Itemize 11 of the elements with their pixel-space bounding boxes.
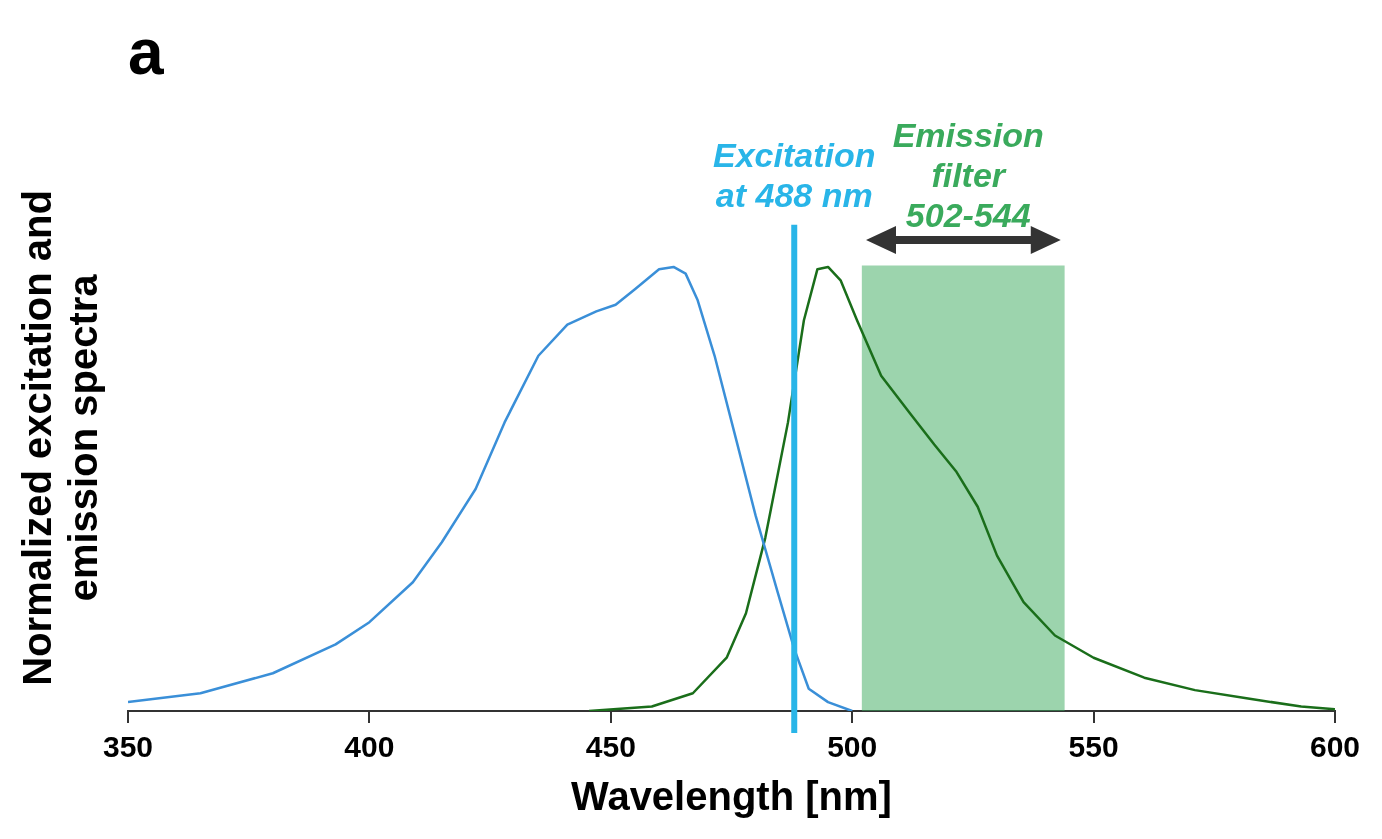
x-tick-label: 600 <box>1309 730 1360 764</box>
ref-line-label: Excitation at 488 nm <box>713 136 876 215</box>
x-tick-label: 350 <box>102 730 154 764</box>
band-label: Emission filter 502-544 <box>892 116 1044 235</box>
x-axis-title: Wavelength [nm] <box>571 774 892 819</box>
x-tick-label: 450 <box>585 730 636 764</box>
x-tick-label: 550 <box>1068 730 1119 764</box>
x-tick-label: 400 <box>344 730 395 764</box>
chart-title: a <box>128 16 164 89</box>
x-tick-label: 500 <box>827 730 878 764</box>
y-axis-title: Normalized excitation and emission spectra <box>15 190 106 686</box>
